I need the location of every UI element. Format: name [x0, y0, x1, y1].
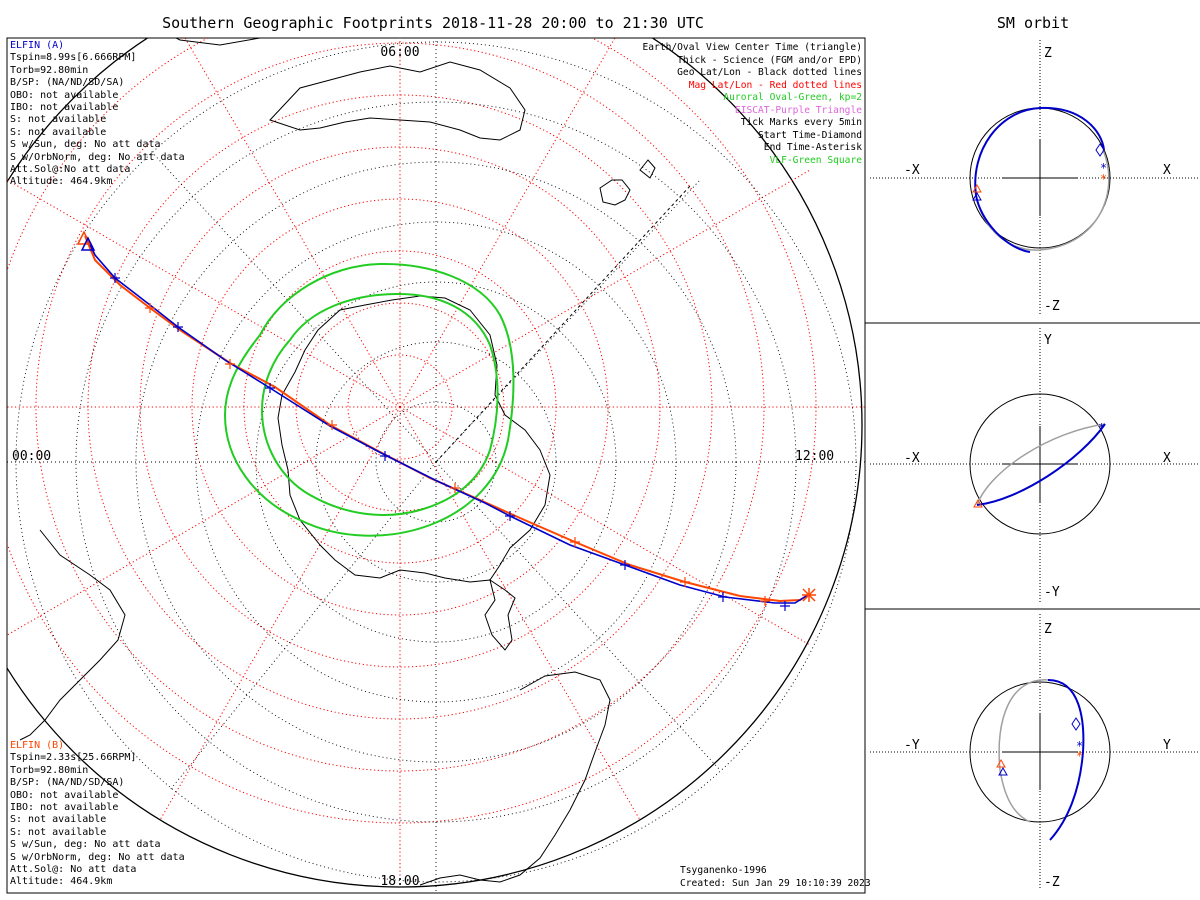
elfin-a-line: OBO: not available: [10, 89, 119, 101]
antarctic-peninsula: [484, 578, 516, 651]
model-name: Tsyganenko-1996: [680, 865, 767, 876]
legend-item: Thick - Science (FGM and/or EPD): [677, 54, 862, 66]
elfin-a-line: Altitude: 464.9km: [10, 176, 113, 188]
sm-panel-yz: * *: [870, 614, 1198, 890]
antarctica-coast: [277, 295, 551, 583]
legend-item: Tick Marks every 5min: [740, 117, 862, 128]
svg-text:*: *: [1098, 421, 1105, 435]
elfin-b-track: [84, 235, 809, 603]
svg-text:*: *: [1100, 161, 1107, 175]
elfin-b-line: Altitude: 464.9km: [10, 876, 113, 888]
map-label-right: 12:00: [795, 449, 834, 464]
sm2-right: X: [1163, 451, 1171, 466]
new-zealand-north: [639, 159, 656, 179]
legend-item: Geo Lat/Lon - Black dotted lines: [677, 67, 862, 78]
sm1-left: -X: [904, 163, 920, 178]
elfin-b-line: B/SP: (NA/ND/SD/SA): [10, 777, 125, 789]
elfin-b-line: IBO: not available: [10, 802, 119, 814]
track-markers: [76, 230, 816, 602]
elfin-b-line: Torb=92.80min: [10, 764, 89, 776]
created-timestamp: Created: Sun Jan 29 10:10:39 2023: [680, 878, 871, 889]
south-america-coast: [419, 671, 611, 886]
map-label-top: 06:00: [380, 45, 419, 60]
elfin-a-info: ELFIN (A) Tspin=8.99s[6.666RPM] Torb=92.…: [10, 40, 185, 189]
sm1-top: Z: [1044, 46, 1052, 61]
map-label-left: 00:00: [12, 449, 51, 464]
elfin-a-tick-marks: [110, 273, 790, 611]
elfin-a-line: S: not available: [10, 114, 107, 126]
auroral-oval-outer: [223, 262, 515, 537]
sm3-bottom: -Z: [1044, 875, 1060, 890]
elfin-b-line: S: not available: [10, 814, 107, 826]
elfin-b-line: Att.Sol@: No att data: [10, 864, 137, 876]
legend: Earth/Oval View Center Time (triangle) T…: [643, 42, 863, 167]
australia-coast: [269, 61, 526, 141]
legend-item: Earth/Oval View Center Time (triangle): [642, 42, 863, 53]
elfin-b-line: Tspin=2.33s[25.66RPM]: [10, 752, 137, 764]
sm-xy-blue-orbit: [976, 423, 1106, 506]
elfin-b-line: OBO: not available: [10, 789, 119, 801]
polar-map: 06:00 00:00 12:00 18:00: [7, 38, 865, 893]
elfin-b-line: S w/Sun, deg: No att data: [10, 839, 161, 851]
new-zealand-coast: [599, 179, 631, 206]
sm-xy-shadow-orbit: [976, 423, 1106, 506]
sm2-left: -X: [904, 451, 920, 466]
sm-yz-blue-orbit: [1047, 679, 1085, 841]
svg-text:*: *: [1100, 172, 1107, 186]
elfin-a-start-triangle: [80, 236, 96, 251]
legend-item: Start Time-Diamond: [758, 129, 862, 141]
mag-longitude-grid: [7, 38, 865, 880]
elfin-a-line: S: not available: [10, 126, 107, 138]
view-center-line: [435, 185, 691, 463]
southern-africa-coast: [174, 38, 267, 46]
legend-item: End Time-Asterisk: [763, 142, 862, 153]
sm-panel-xy: *: [870, 328, 1198, 602]
elfin-b-line: S w/OrbNorm, deg: No att data: [10, 851, 185, 863]
legend-item: Mag Lat/Lon - Red dotted lines: [688, 79, 862, 91]
elfin-a-title: ELFIN (A): [10, 40, 65, 51]
geo-longitude-grid: [7, 38, 865, 893]
sm3-right: Y: [1163, 738, 1171, 753]
auroral-oval-inner: [260, 292, 499, 516]
sm2-top: Y: [1044, 333, 1052, 348]
sm1-right: X: [1163, 163, 1171, 178]
model-credit: Tsyganenko-1996 Created: Sun Jan 29 10:1…: [680, 864, 871, 890]
svg-text:*: *: [1076, 749, 1083, 763]
coastlines: [19, 38, 656, 886]
sm2-bottom: -Y: [1044, 585, 1060, 600]
map-label-bottom: 18:00: [380, 874, 419, 889]
sm-yz-shadow-orbit: [998, 679, 1051, 823]
elfin-a-line: S w/OrbNorm, deg: No att data: [10, 151, 185, 163]
auroral-ovals: [223, 262, 515, 537]
sm-panel-xz: * *: [870, 40, 1198, 316]
elfin-b-tick-marks: [145, 303, 770, 606]
elfin-b-line: S: not available: [10, 826, 107, 838]
sm1-bottom: -Z: [1044, 299, 1060, 314]
sm3-left: -Y: [904, 738, 920, 753]
sm-orbit-title: SM orbit: [996, 14, 1070, 32]
legend-item: Auroral Oval-Green, kp=2: [723, 92, 862, 103]
elfin-b-end-asterisk: [802, 588, 816, 602]
svg-text:*: *: [1076, 739, 1083, 753]
elfin-a-line: Tspin=8.99s[6.666RPM]: [10, 52, 137, 64]
legend-item: VLF-Green Square: [769, 154, 862, 166]
map-title: Southern Geographic Footprints 2018-11-2…: [162, 14, 704, 32]
elfin-a-track: [87, 239, 809, 604]
elfin-b-start-triangle: [76, 230, 92, 245]
elfin-a-line: Torb=92.80min: [10, 64, 89, 76]
elfin-a-line: IBO: not available: [10, 102, 119, 114]
elfin-b-info: ELFIN (B) Tspin=2.33s[25.66RPM] Torb=92.…: [10, 740, 185, 889]
sm3-top: Z: [1044, 622, 1052, 637]
elfin-a-line: S w/Sun, deg: No att data: [10, 139, 161, 151]
legend-item: EISCAT-Purple Triangle: [734, 104, 862, 116]
africa-coast: [19, 529, 126, 741]
sm-xz-shadow-orbit: [974, 149, 1110, 251]
map-boundary-circle: [7, 38, 863, 888]
elfin-a-line: Att.Sol@:No att data: [10, 164, 131, 176]
elfin-b-title: ELFIN (B): [10, 740, 65, 751]
elfin-a-line: B/SP: (NA/ND/SD/SA): [10, 77, 125, 89]
sm-xz-blue-orbit: [974, 106, 1105, 253]
